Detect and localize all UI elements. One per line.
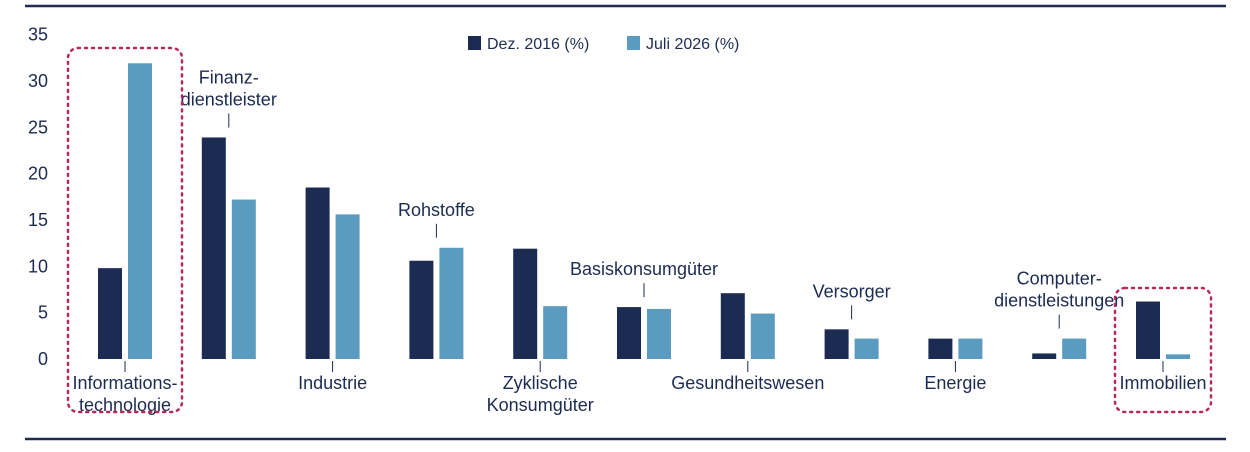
legend-swatch xyxy=(468,36,481,50)
y-tick-label: 35 xyxy=(28,25,48,45)
category-label: Energie xyxy=(924,373,986,393)
category-label: Computer- xyxy=(1017,269,1102,289)
category-label: dienstleistungen xyxy=(994,291,1124,311)
bar-dez-2016 xyxy=(409,260,434,359)
category-label: dienstleister xyxy=(181,89,277,109)
bar-dez-2016 xyxy=(928,338,953,359)
bar-juli-2026 xyxy=(335,214,360,359)
highlight-box xyxy=(66,46,184,414)
y-tick-label: 15 xyxy=(28,210,48,230)
category-label: Zyklische xyxy=(503,373,578,393)
bar-dez-2016 xyxy=(824,329,849,359)
bar-juli-2026 xyxy=(439,247,464,359)
category-label: Rohstoffe xyxy=(398,200,475,220)
y-tick-label: 20 xyxy=(28,164,48,184)
category-label: Informations- xyxy=(72,373,177,393)
bar-dez-2016 xyxy=(720,293,745,359)
bar-dez-2016 xyxy=(513,248,538,359)
y-tick-label: 10 xyxy=(28,256,48,276)
bar-juli-2026 xyxy=(543,306,568,359)
bar-juli-2026 xyxy=(958,338,983,359)
legend-label: Juli 2026 (%) xyxy=(646,36,739,53)
y-tick-label: 0 xyxy=(38,349,48,369)
legend-swatch xyxy=(627,36,640,50)
y-tick-label: 30 xyxy=(28,71,48,91)
y-tick-label: 25 xyxy=(28,117,48,137)
y-tick-label: 5 xyxy=(38,303,48,323)
category-label: Immobilien xyxy=(1119,373,1206,393)
bar-juli-2026 xyxy=(1062,338,1087,359)
category-label: Finanz- xyxy=(199,67,259,87)
bar-juli-2026 xyxy=(647,308,671,359)
bar-juli-2026 xyxy=(750,313,775,359)
bar-dez-2016 xyxy=(1136,301,1160,359)
category-label: Industrie xyxy=(298,373,367,393)
bar-dez-2016 xyxy=(1032,353,1057,359)
bar-dez-2016 xyxy=(98,268,122,359)
bar-dez-2016 xyxy=(617,307,641,359)
bar-juli-2026 xyxy=(1166,354,1190,359)
bar-juli-2026 xyxy=(231,199,256,359)
category-label: Konsumgüter xyxy=(487,395,594,415)
legend-label: Dez. 2016 (%) xyxy=(487,36,589,53)
category-label: Versorger xyxy=(813,281,891,301)
highlight-box xyxy=(1113,286,1213,414)
bar-juli-2026 xyxy=(854,338,879,359)
category-label: Gesundheitswesen xyxy=(671,373,824,393)
bar-juli-2026 xyxy=(128,63,152,360)
bar-dez-2016 xyxy=(305,187,330,359)
category-label: Basiskonsumgüter xyxy=(570,259,718,279)
category-label: technologie xyxy=(79,395,171,415)
bar-dez-2016 xyxy=(201,137,226,359)
